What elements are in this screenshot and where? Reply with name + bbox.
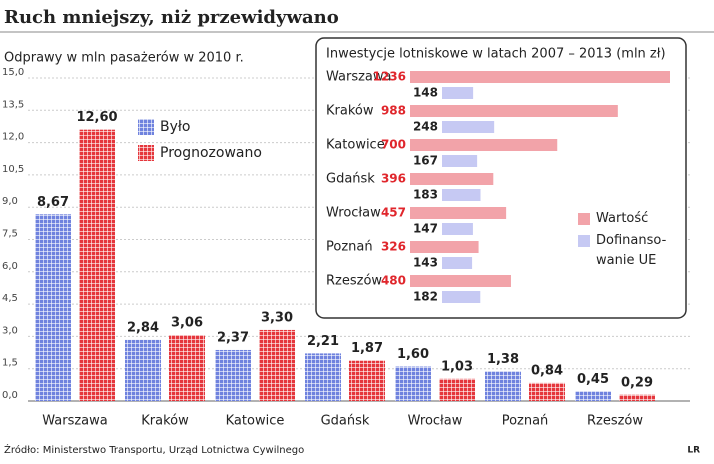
value-label: 326 [381,240,406,254]
x-tick-label: Rzeszów [587,414,643,429]
bar [305,353,341,401]
bar [395,366,431,401]
bar [442,291,481,303]
bar [349,360,385,401]
y-tick-label: 9,0 [2,196,18,207]
value-label: 1,60 [397,347,429,362]
legend-swatch [138,119,154,135]
value-label: 0,29 [621,375,653,390]
legend-label: Prognozowano [160,145,262,161]
bar [79,129,115,401]
value-label: 8,67 [37,195,69,210]
bar [442,121,495,133]
legend-label: Dofinanso- wanie UE [596,233,667,268]
value-label: 248 [413,120,438,134]
bar [169,335,205,401]
x-tick-label: Gdańsk [321,414,370,429]
legend-swatch [138,145,154,161]
y-tick-label: 1,5 [2,358,18,369]
bar [410,71,670,83]
bar [619,394,655,401]
x-tick-label: Kraków [141,414,189,429]
inset-title: Inwestycje lotniskowe w latach 2007 – 20… [326,47,666,62]
x-tick-label: Katowice [226,414,285,429]
value-label: 457 [381,206,406,220]
value-label: 2,21 [307,334,339,349]
y-tick-label: 10,5 [2,164,24,175]
source: Źródło: Ministerstwo Transportu, Urząd L… [4,443,304,456]
bar [442,155,478,167]
bar [125,339,161,401]
bar [215,349,251,401]
category-label: Poznań [326,240,373,255]
bar [410,241,479,253]
bar [442,257,473,269]
x-tick-label: Poznań [502,414,549,429]
bar [442,189,481,201]
value-label: 167 [413,154,438,168]
category-label: Katowice [326,138,385,153]
main-chart: 0,0 1,5 3,0 4,5 6,0 7,5 9,0 10,5 12,0 13,5 15,0 War… [2,67,690,429]
y-tick-label: 4,5 [2,293,18,304]
value-label: 480 [381,274,406,288]
x-tick-label: Wrocław [408,414,463,429]
bar [410,275,511,287]
value-label: 1,87 [351,341,383,356]
category-label: Rzeszów [326,274,382,289]
chart-subtitle: Odprawy w mln pasażerów w 2010 r. [4,51,244,66]
legend-swatch [578,213,590,225]
bar [442,87,474,99]
bar [410,105,618,117]
y-tick-label: 3,0 [2,325,18,336]
value-label: 1,38 [487,352,519,367]
bar [442,223,473,235]
value-label: 2,37 [217,330,249,345]
value-label: 0,45 [577,372,609,387]
value-label: 3,30 [261,310,293,325]
value-label: 0,84 [531,363,563,378]
bar [410,139,558,151]
category-label: Gdańsk [326,172,375,187]
legend-label: Wartość [596,211,649,226]
value-label: 1236 [373,70,406,84]
bar [35,214,71,401]
value-label: 2,84 [127,320,159,335]
y-tick-label: 15,0 [2,67,24,78]
legend-swatch [578,235,590,247]
bar [259,329,295,401]
category-label: Warszawa [326,70,392,85]
bar [410,173,494,185]
value-label: 148 [413,86,438,100]
value-label: 1,03 [441,359,473,374]
value-label: 183 [413,188,438,202]
y-tick-label: 7,5 [2,229,18,240]
value-label: 396 [381,172,406,186]
category-label: Kraków [326,104,374,119]
bar [529,382,565,401]
y-tick-label: 0,0 [2,390,18,401]
value-label: 182 [413,290,438,304]
category-label: Wrocław [326,206,381,221]
value-label: 988 [381,104,406,118]
value-label: 3,06 [171,316,203,331]
value-label: 700 [381,138,406,152]
y-tick-label: 6,0 [2,261,18,272]
y-tick-label: 13,5 [2,99,24,110]
value-label: 147 [413,222,438,236]
x-tick-label: Warszawa [42,414,108,429]
bar [485,371,521,401]
bar [410,207,507,219]
credit: LR [687,446,700,456]
value-label: 143 [413,256,438,270]
bar [575,391,611,401]
bar [439,378,475,401]
y-tick-label: 12,0 [2,132,24,143]
legend-label: Było [160,119,190,135]
value-label: 12,60 [76,110,117,125]
chart-title: Ruch mniejszy, niż przewidywano [4,7,339,28]
